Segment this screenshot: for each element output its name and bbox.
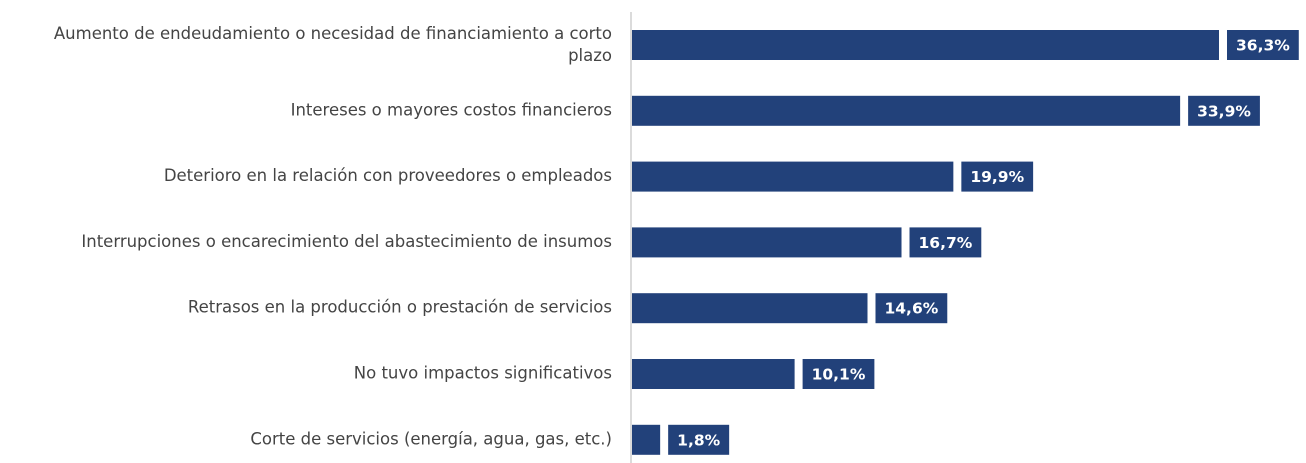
value-label-text: 14,6%: [884, 300, 938, 318]
bar: [632, 359, 795, 389]
value-label-text: 16,7%: [919, 234, 973, 252]
value-label-box: [668, 424, 730, 455]
value-label: 14,6%: [875, 293, 948, 324]
value-label-text: 36,3%: [1236, 37, 1290, 55]
bar: [632, 424, 661, 455]
value-label: 10,1%: [802, 359, 875, 389]
bar: [632, 161, 954, 192]
value-label-text: 19,9%: [970, 168, 1024, 186]
value-label-text: 10,1%: [812, 366, 866, 384]
bar: [632, 293, 868, 324]
value-label: 33,9%: [1188, 95, 1260, 126]
bar: [632, 30, 1219, 60]
value-label-box: [909, 227, 982, 258]
value-label-text: 1,8%: [677, 431, 720, 449]
category-label: Aumento de endeudamiento o necesidad de …: [54, 24, 612, 65]
value-label-box: [1188, 95, 1260, 126]
value-label-text: 33,9%: [1197, 102, 1251, 120]
value-label-box: [961, 161, 1034, 192]
value-label-box: [802, 359, 875, 389]
bar: [632, 95, 1181, 126]
category-label: No tuvo impactos significativos: [354, 364, 612, 383]
category-label: Interrupciones o encarecimiento del abas…: [81, 232, 612, 251]
category-label: Retrasos en la producción o prestación d…: [188, 298, 612, 317]
value-label: 36,3%: [1227, 30, 1299, 60]
value-label-box: [875, 293, 948, 324]
value-label: 16,7%: [909, 227, 982, 258]
category-label: Deterioro en la relación con proveedores…: [164, 166, 612, 185]
value-label: 1,8%: [668, 424, 730, 455]
bar: [632, 227, 902, 258]
value-label-box: [1227, 30, 1299, 60]
value-label: 19,9%: [961, 161, 1034, 192]
category-label: Corte de servicios (energía, agua, gas, …: [250, 429, 612, 448]
category-label: Intereses o mayores costos financieros: [291, 100, 612, 119]
